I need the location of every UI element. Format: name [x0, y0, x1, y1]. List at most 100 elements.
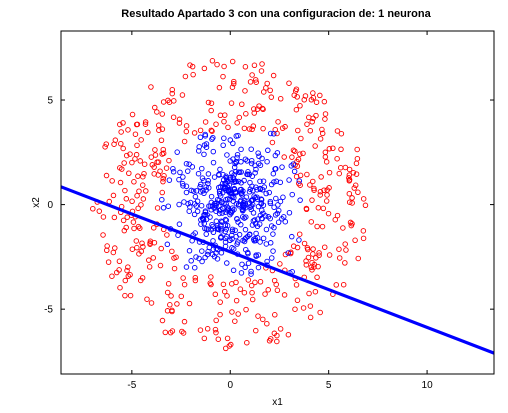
- data-point-series-1: [256, 160, 262, 167]
- data-point-series-0: [315, 205, 322, 211]
- data-point-series-0: [303, 258, 309, 264]
- data-point-series-0: [308, 219, 315, 225]
- data-point-series-0: [297, 151, 303, 157]
- data-point-series-1: [273, 178, 280, 185]
- data-point-series-0: [336, 246, 342, 252]
- data-point-series-0: [259, 61, 265, 67]
- data-point-series-0: [319, 130, 326, 137]
- data-point-series-0: [109, 273, 115, 279]
- data-point-series-1: [267, 198, 274, 205]
- data-point-series-0: [141, 161, 148, 167]
- data-point-series-0: [346, 178, 353, 184]
- data-point-series-1: [261, 184, 268, 190]
- data-point-series-0: [226, 343, 233, 349]
- data-point-series-0: [346, 190, 353, 197]
- data-point-series-0: [274, 338, 280, 345]
- data-point-series-0: [110, 192, 117, 199]
- data-point-series-0: [148, 300, 155, 306]
- data-point-series-1: [242, 202, 248, 209]
- data-point-series-1: [211, 174, 218, 180]
- data-point-series-1: [216, 207, 223, 214]
- data-point-series-0: [285, 331, 292, 338]
- data-point-series-0: [165, 281, 172, 287]
- data-point-series-1: [176, 221, 183, 227]
- data-point-series-1: [166, 177, 173, 183]
- data-point-series-0: [360, 235, 367, 242]
- data-point-series-1: [233, 133, 240, 139]
- data-point-series-0: [250, 123, 257, 129]
- data-point-series-0: [161, 173, 167, 179]
- data-point-series-0: [293, 86, 300, 92]
- data-point-series-0: [326, 169, 333, 176]
- data-point-series-0: [122, 277, 129, 284]
- data-point-series-1: [235, 178, 242, 185]
- data-point-series-0: [350, 169, 357, 176]
- data-point-series-0: [267, 87, 273, 94]
- data-point-series-1: [232, 227, 238, 234]
- data-point-series-0: [221, 288, 228, 295]
- data-point-series-0: [102, 144, 108, 150]
- data-point-series-0: [291, 92, 297, 98]
- data-point-series-0: [260, 316, 266, 323]
- data-point-series-0: [138, 248, 144, 255]
- data-point-series-1: [265, 147, 271, 154]
- data-point-series-0: [277, 326, 284, 332]
- data-point-series-1: [238, 169, 244, 175]
- data-point-series-1: [245, 260, 252, 266]
- data-point-series-0: [354, 155, 361, 162]
- data-point-series-0: [111, 214, 118, 221]
- data-point-series-0: [241, 125, 248, 132]
- data-point-series-0: [160, 150, 167, 157]
- data-point-series-0: [332, 216, 339, 223]
- data-point-series-0: [212, 291, 219, 298]
- data-point-series-1: [257, 162, 264, 168]
- data-point-series-0: [114, 269, 120, 276]
- data-point-series-1: [263, 226, 270, 233]
- data-point-series-1: [211, 200, 218, 207]
- data-point-series-0: [141, 170, 147, 177]
- data-point-series-0: [187, 62, 193, 68]
- data-point-series-0: [355, 189, 361, 196]
- data-point-series-0: [249, 289, 255, 296]
- data-point-series-1: [230, 267, 237, 274]
- data-point-series-0: [301, 96, 308, 103]
- data-point-series-0: [292, 148, 298, 154]
- data-point-series-1: [224, 178, 231, 185]
- data-point-series-1: [257, 239, 263, 245]
- data-point-series-1: [193, 254, 199, 260]
- data-point-series-0: [265, 287, 271, 293]
- data-point-series-1: [241, 238, 248, 245]
- data-point-series-0: [103, 141, 109, 147]
- data-point-series-0: [140, 196, 147, 202]
- data-point-series-0: [297, 102, 303, 109]
- data-point-series-0: [352, 182, 359, 189]
- data-point-series-0: [133, 238, 140, 244]
- x-tick-label: -5: [127, 380, 136, 391]
- data-point-series-0: [159, 111, 166, 117]
- data-point-series-1: [202, 208, 209, 214]
- data-point-series-1: [243, 214, 249, 220]
- data-point-series-0: [253, 79, 259, 85]
- data-point-series-0: [286, 80, 292, 86]
- data-point-series-1: [231, 194, 237, 201]
- data-point-series-0: [148, 84, 154, 90]
- data-point-series-1: [264, 158, 270, 165]
- data-point-series-0: [205, 99, 212, 106]
- x-tick-label: 5: [326, 380, 332, 391]
- data-point-series-0: [208, 107, 214, 114]
- data-point-series-0: [183, 128, 190, 135]
- data-point-series-1: [195, 148, 202, 154]
- data-point-series-0: [289, 154, 295, 160]
- data-point-series-0: [243, 306, 249, 313]
- data-point-series-1: [259, 155, 265, 162]
- data-point-series-0: [277, 261, 283, 267]
- data-point-series-1: [210, 159, 217, 166]
- line-layer: [60, 185, 495, 355]
- data-point-series-1: [251, 217, 258, 223]
- data-point-series-1: [248, 157, 255, 164]
- data-point-series-1: [270, 231, 276, 237]
- data-point-series-0: [362, 202, 369, 209]
- data-point-series-0: [304, 171, 310, 178]
- data-point-series-1: [208, 199, 215, 206]
- data-point-series-0: [154, 109, 160, 115]
